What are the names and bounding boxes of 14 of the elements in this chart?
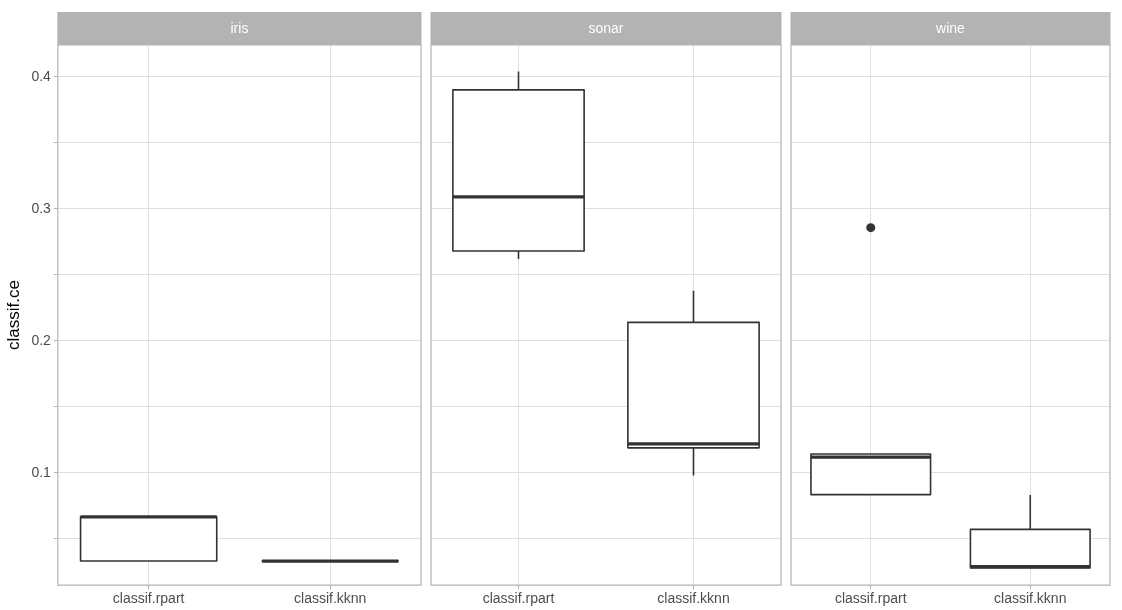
x-tick-label: classif.rpart [482,590,555,607]
y-axis-title: classif.ce [3,280,23,351]
x-tick-label: classif.rpart [112,590,185,607]
chart-title: iris [230,19,249,36]
x-tick-label: classif.rpart [834,590,907,607]
chart-title: sonar [588,19,624,36]
y-tick-label: 0.4 [31,67,52,84]
y-tick-label: 0.3 [31,199,52,216]
x-tick-label: classif.kknn [994,590,1067,607]
y-tick-label: 0.1 [31,463,52,480]
y-tick-label: 0.2 [31,331,52,348]
x-tick-label: classif.kknn [294,590,367,607]
x-tick-label: classif.kknn [657,590,730,607]
chart-title: wine [935,19,966,36]
